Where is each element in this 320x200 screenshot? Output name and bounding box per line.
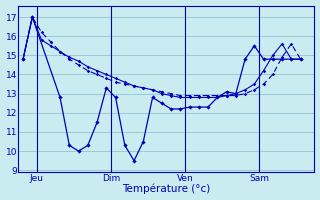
X-axis label: Température (°c): Température (°c): [122, 184, 211, 194]
